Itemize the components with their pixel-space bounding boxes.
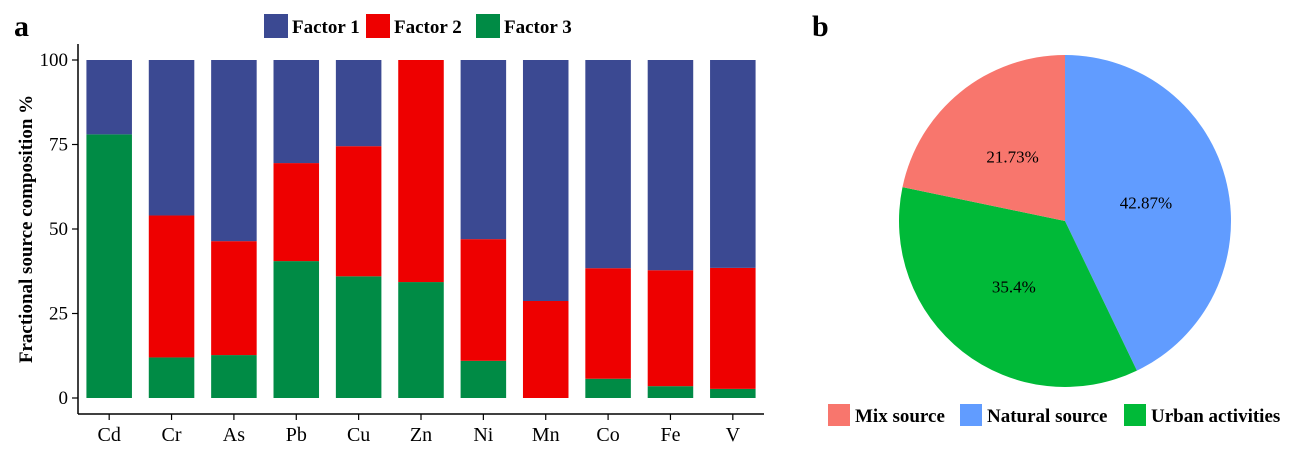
bar-factor-3-zn <box>398 282 444 398</box>
bar-factor-3-v <box>710 388 756 398</box>
legend-label-urban-activities: Urban activities <box>1151 406 1280 427</box>
bar-factor-2-zn <box>398 60 444 283</box>
x-tick-label: Mn <box>532 424 560 446</box>
y-tick-label: 25 <box>49 304 68 325</box>
legend-label-factor-2: Factor 2 <box>394 17 462 38</box>
bar-factor-2-as <box>211 241 257 356</box>
pie-data-label-urban-activities: 35.4% <box>992 277 1036 296</box>
x-tick-label: Cr <box>162 424 182 446</box>
pie-slice-mix-source <box>902 55 1065 221</box>
bar-factor-3-cd <box>86 134 132 399</box>
y-tick-label: 75 <box>49 135 68 156</box>
y-tick-label: 100 <box>40 50 69 71</box>
bar-factor-1-ni <box>460 60 507 240</box>
bar-factor-2-fe <box>647 270 694 387</box>
bar-factor-2-co <box>585 268 631 379</box>
bar-factor-3-co <box>585 378 631 398</box>
pie-slice-urban-activities <box>898 187 1137 388</box>
bar-factor-1-pb <box>273 60 320 164</box>
legend-label-factor-1: Factor 1 <box>292 17 360 38</box>
legend-swatch-urban-activities <box>1124 404 1146 426</box>
x-tick-label: As <box>223 424 245 446</box>
legend-swatch-factor-3 <box>476 14 500 38</box>
x-tick-label: Co <box>596 424 619 446</box>
x-tick-label: Ni <box>473 424 493 446</box>
legend-swatch-factor-1 <box>264 14 288 38</box>
bar-factor-3-ni <box>460 360 507 398</box>
legend-label-natural-source: Natural source <box>987 406 1108 427</box>
y-axis-label: Fractional source composition % <box>16 95 37 363</box>
bar-factor-1-as <box>211 60 257 242</box>
bar-factor-1-cd <box>86 60 132 135</box>
x-tick-label: Cd <box>98 424 121 446</box>
legend-swatch-factor-2 <box>366 14 390 38</box>
pie-data-label-natural-source: 42.87% <box>1120 194 1172 213</box>
x-tick-label: Cu <box>347 424 370 446</box>
bar-factor-2-cr <box>148 215 195 358</box>
panel-b-label: b <box>812 10 829 43</box>
legend-label-mix-source: Mix source <box>855 406 945 427</box>
x-tick-label: Fe <box>660 424 680 446</box>
legend-swatch-natural-source <box>960 404 982 426</box>
bar-factor-3-fe <box>647 386 694 398</box>
x-tick-label: Pb <box>286 424 307 446</box>
pie-chart: 42.87% 35.4% 21.73% Mix source Natural sourc… <box>828 55 1280 427</box>
bar-factor-3-as <box>211 355 257 398</box>
bar-factor-1-v <box>710 60 756 268</box>
panel-a-label: a <box>14 10 29 43</box>
bar-factor-2-cu <box>335 146 382 277</box>
x-tick-label: Zn <box>410 424 432 446</box>
pie-slice-natural-source <box>1065 55 1231 371</box>
bar-factor-2-mn <box>522 300 569 398</box>
legend-label-factor-3: Factor 3 <box>504 17 572 38</box>
legend-swatch-mix-source <box>828 404 850 426</box>
bar-factor-1-co <box>585 60 631 269</box>
bar-factor-1-fe <box>647 60 694 271</box>
pie-data-label-mix-source: 21.73% <box>986 148 1038 167</box>
bar-factor-3-cr <box>148 357 195 398</box>
x-tick-label: V <box>726 424 741 446</box>
bar-factor-2-ni <box>460 239 507 361</box>
bar-factor-1-cu <box>335 60 382 147</box>
bar-factor-1-cr <box>148 60 195 216</box>
bar-factor-2-v <box>710 267 756 389</box>
stacked-bar-chart: 0 25 50 75 100 Fractional source composition … <box>16 14 764 446</box>
bar-factor-2-pb <box>273 163 320 262</box>
y-tick-label: 0 <box>59 388 69 409</box>
bar-factor-1-mn <box>522 60 569 301</box>
y-tick-label: 50 <box>49 219 68 240</box>
bar-factor-3-cu <box>335 276 382 398</box>
bar-factor-3-pb <box>273 261 320 398</box>
